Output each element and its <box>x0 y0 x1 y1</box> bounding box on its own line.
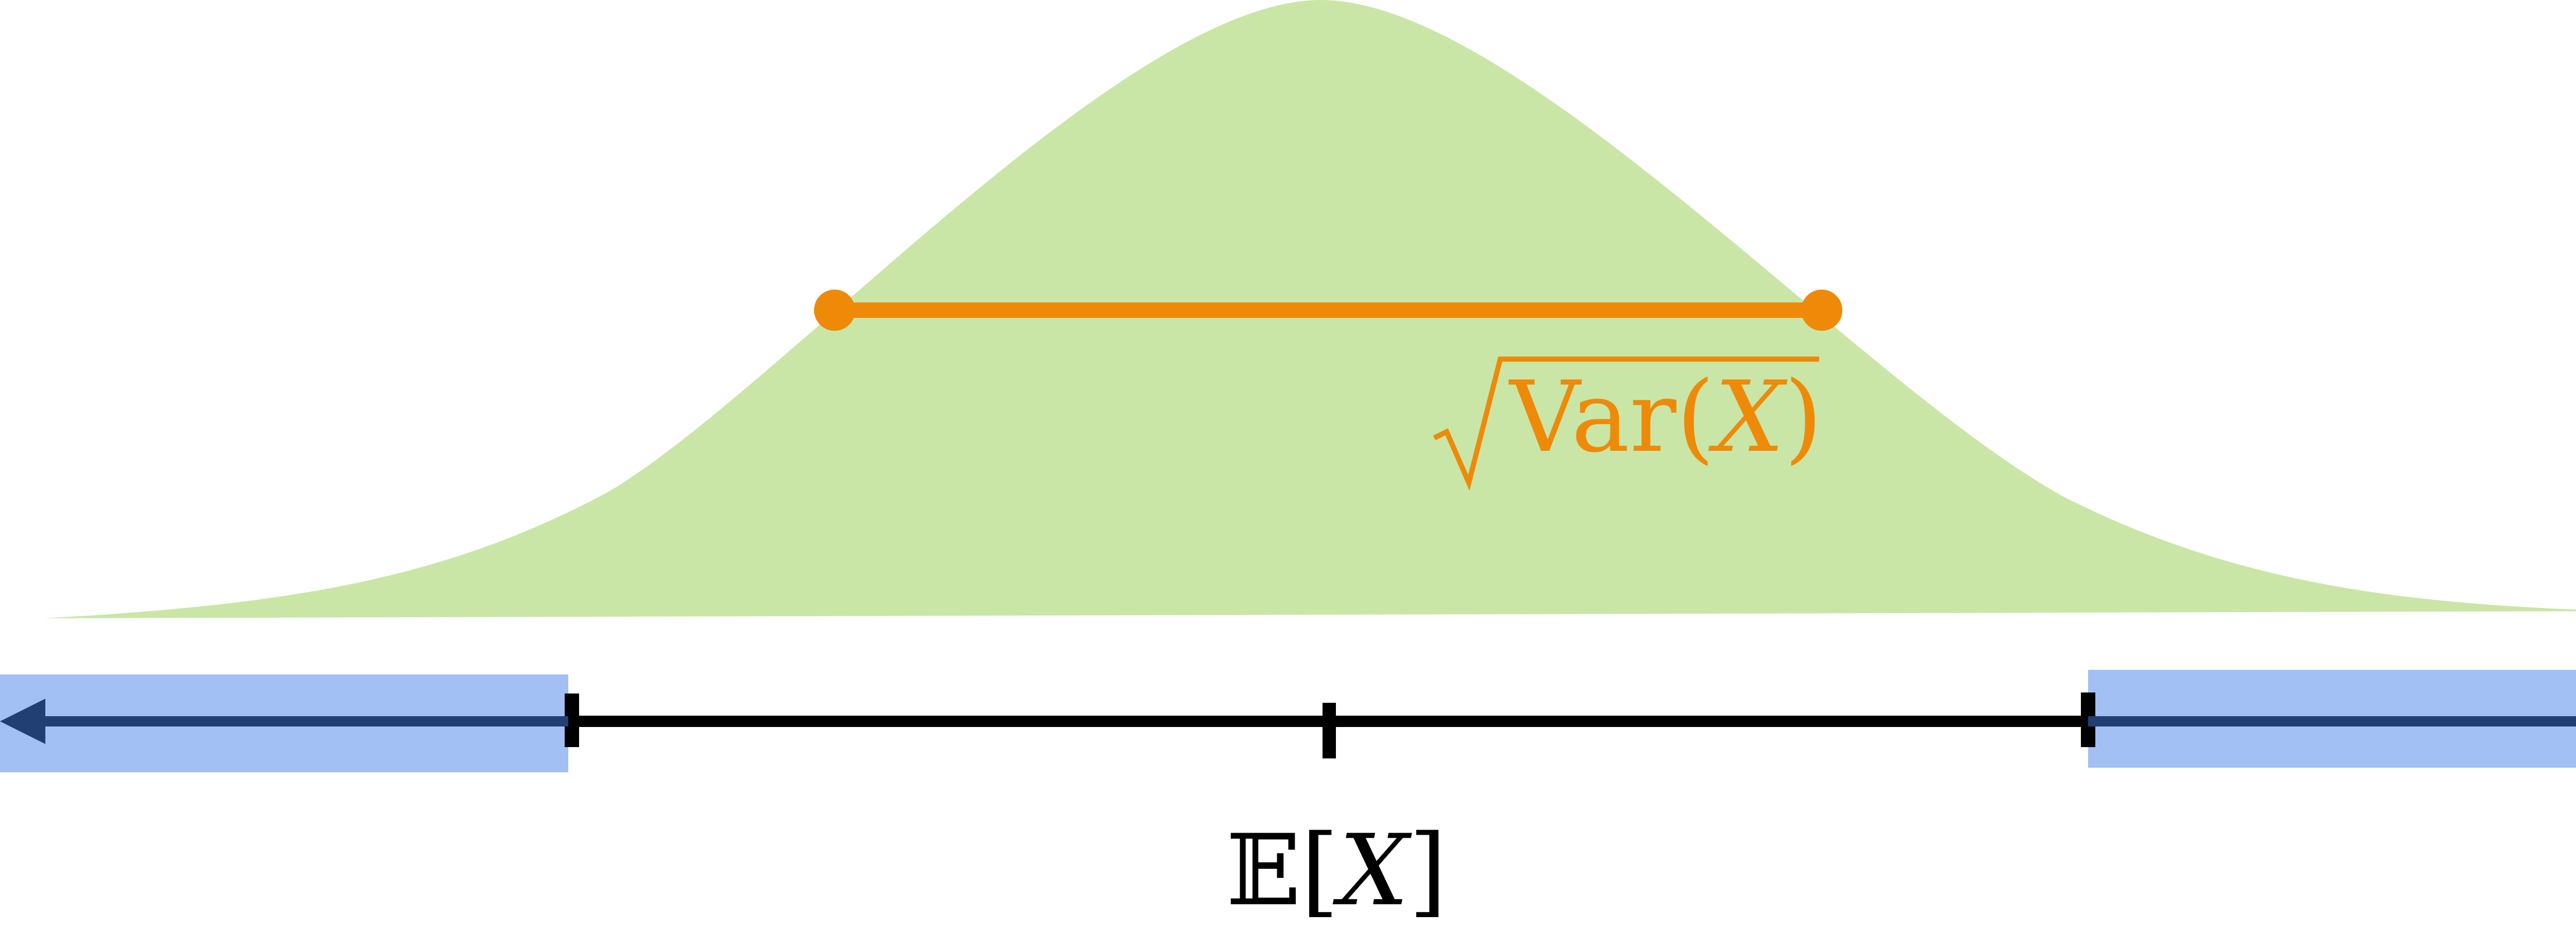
expectation-variable: X <box>1332 814 1412 927</box>
arrow-left-icon <box>0 699 45 744</box>
variance-close-paren: ) <box>1784 360 1822 474</box>
variance-open-paren: ( <box>1676 360 1715 474</box>
expectation-open-bracket: [ <box>1301 814 1339 927</box>
expectation-operator: 𝔼 <box>1226 814 1301 927</box>
standard-deviation-label: Var(X) <box>1433 357 1822 491</box>
variance-function-name: Var <box>1509 360 1676 474</box>
right-tail-arrow <box>2088 716 2576 726</box>
expectation-close-bracket: ] <box>1409 814 1447 927</box>
expectation-label: 𝔼[X] <box>1226 814 1447 927</box>
variance-variable: X <box>1708 360 1788 474</box>
spread-left-endpoint <box>814 290 855 331</box>
spread-right-endpoint <box>1801 290 1842 331</box>
left-tail-arrow <box>0 699 568 744</box>
svg-text:Var(X): Var(X) <box>1509 360 1822 474</box>
radical-symbol <box>1433 357 1819 491</box>
